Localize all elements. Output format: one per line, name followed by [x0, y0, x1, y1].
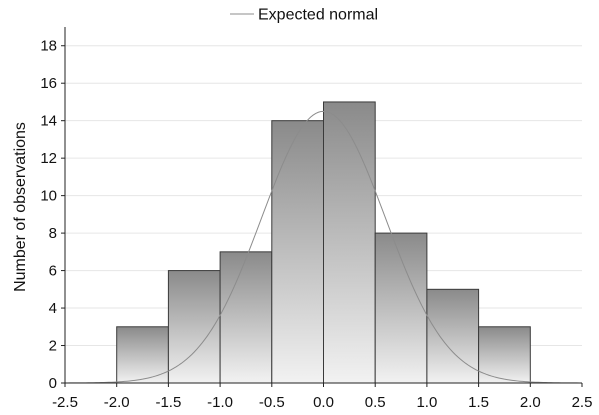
y-tick-label-1: 2 [49, 338, 57, 355]
y-tick-label-4: 8 [49, 225, 57, 242]
y-axis-title: Number of observations [12, 122, 29, 292]
y-axis-ticks: 0 2 4 6 8 10 12 14 16 18 [40, 38, 65, 392]
histogram-bar-2 [219, 251, 273, 384]
x-tick-label-1: -2.0 [104, 394, 130, 411]
legend-label-expected-normal: Expected normal [258, 7, 378, 24]
y-tick-label-3: 6 [49, 263, 57, 280]
expected-normal-curve-layer [65, 110, 582, 384]
legend: Expected normal [230, 7, 378, 24]
x-tick-label-0: -2.5 [52, 394, 78, 411]
x-tick-label-5: 0.0 [313, 394, 334, 411]
x-tick-label-4: -0.5 [259, 394, 285, 411]
y-tick-label-8: 16 [40, 75, 57, 92]
bars [116, 101, 531, 384]
y-tick-label-9: 18 [40, 38, 57, 55]
histogram-bar-3 [271, 120, 324, 384]
y-tick-label-6: 12 [40, 150, 57, 167]
y-tick-label-7: 14 [40, 113, 57, 130]
histogram-bar-6 [426, 288, 480, 384]
x-tick-label-8: 1.5 [468, 394, 489, 411]
x-tick-label-9: 2.0 [520, 394, 541, 411]
y-tick-label-0: 0 [49, 375, 57, 392]
y-tick-label-5: 10 [40, 188, 57, 205]
x-tick-label-3: -1.0 [207, 394, 233, 411]
x-tick-label-6: 0.5 [365, 394, 386, 411]
histogram-bar-1 [167, 270, 221, 384]
histogram-bar-4 [323, 101, 376, 384]
x-tick-label-2: -1.5 [155, 394, 181, 411]
histogram-bar-5 [374, 232, 428, 384]
x-tick-label-7: 1.0 [416, 394, 437, 411]
histogram-bar-7 [478, 326, 531, 384]
expected-normal-curve [65, 110, 582, 384]
x-tick-label-10: 2.5 [572, 394, 593, 411]
x-axis-ticks: -2.5 -2.0 -1.5 -1.0 -0.5 0.0 0.5 1.0 1.5 2.0 2.5 [52, 383, 592, 411]
y-tick-label-2: 4 [49, 300, 57, 317]
